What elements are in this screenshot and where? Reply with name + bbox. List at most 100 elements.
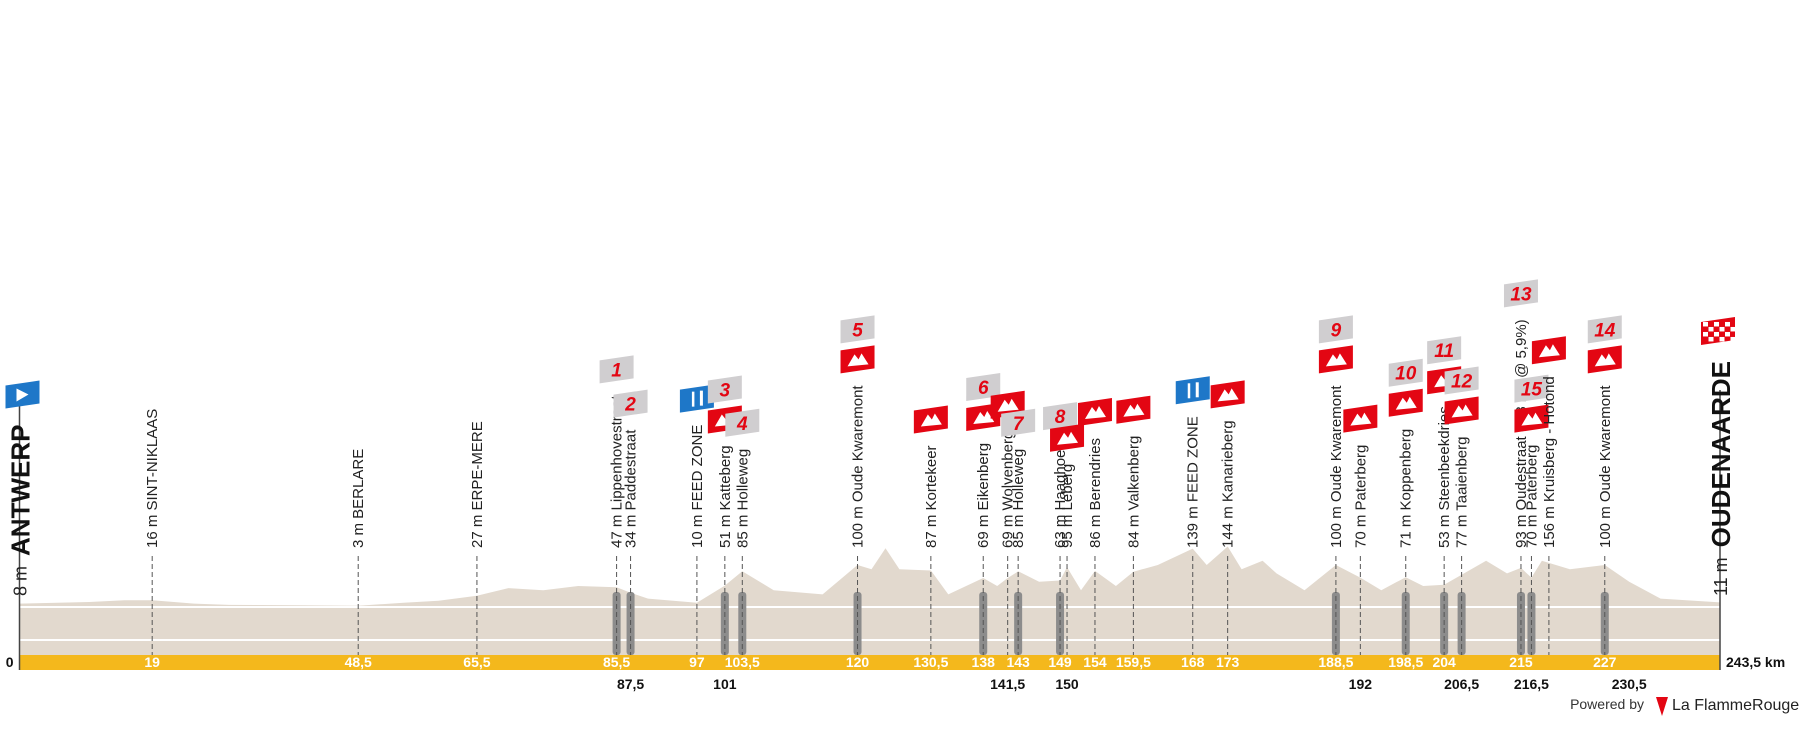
waypoint-label: 156 m Kruisberg - Hotond bbox=[1541, 376, 1558, 548]
km-tick-label: 188,5 bbox=[1318, 654, 1353, 670]
km-tick-label: 48,5 bbox=[345, 654, 372, 670]
badge-flag bbox=[1318, 315, 1353, 344]
sector-number: 3 bbox=[720, 380, 731, 401]
km-tick-label-lower: 216,5 bbox=[1514, 676, 1549, 692]
checker bbox=[1719, 336, 1725, 342]
sector-badge: 9 bbox=[1318, 315, 1353, 344]
km-tick-label: 149 bbox=[1048, 654, 1072, 670]
badge-flag bbox=[1043, 402, 1078, 431]
km-tick-label: 227 bbox=[1593, 654, 1617, 670]
km-tick-label: 120 bbox=[846, 654, 870, 670]
km-tick-label: 0 bbox=[6, 654, 14, 670]
sector-badge: 7 bbox=[1001, 408, 1036, 437]
feed-flag bbox=[1175, 376, 1210, 405]
finish-flag bbox=[1701, 316, 1736, 345]
km-tick-label: 204 bbox=[1432, 654, 1456, 670]
mountain bbox=[1395, 396, 1417, 410]
feed-icon bbox=[679, 384, 714, 413]
mountain bbox=[1350, 412, 1372, 426]
climb-icon bbox=[1318, 345, 1353, 374]
climb-icon bbox=[1444, 396, 1479, 425]
sector-number: 5 bbox=[852, 320, 863, 341]
mountain bbox=[1325, 353, 1347, 367]
waypoint-label: 100 m Oude Kwaremont bbox=[1328, 385, 1345, 548]
waypoint-layer: 16 m SINT-NIKLAAS 3 m BERLARE 27 m ERPE-ME… bbox=[5, 279, 1736, 655]
waypoint-label: 100 m Oude Kwaremont bbox=[850, 385, 867, 548]
climb-icon bbox=[1531, 336, 1566, 365]
sector-badge: 13 bbox=[1503, 279, 1538, 308]
fork bbox=[691, 391, 695, 407]
badge-flag bbox=[1514, 374, 1549, 403]
checker bbox=[1719, 326, 1725, 332]
sector-badge: 15 bbox=[1514, 374, 1549, 403]
km-tick-label: 85,5 bbox=[603, 654, 630, 670]
mountain bbox=[1217, 388, 1239, 402]
km-tick-label-lower: 101 bbox=[713, 676, 737, 692]
km-tick-label: 138 bbox=[972, 654, 996, 670]
waypoint-label: 10 m FEED ZONE bbox=[689, 425, 706, 548]
waypoint-label: 71 m Koppenberg bbox=[1398, 429, 1415, 548]
checker bbox=[1714, 321, 1719, 327]
sector-badge: 8 bbox=[1043, 402, 1078, 431]
mountain bbox=[1084, 405, 1106, 419]
km-bar bbox=[19, 655, 1720, 670]
km-tick-label: 130,5 bbox=[913, 654, 948, 670]
sector-number: 1 bbox=[611, 360, 622, 381]
sector-number: 6 bbox=[978, 378, 989, 399]
start-flag bbox=[5, 380, 40, 409]
waypoint-label: 100 m Oude Kwaremont bbox=[1597, 385, 1614, 548]
climb-icon bbox=[840, 345, 875, 374]
sector-badge: 1 bbox=[599, 355, 634, 384]
sector-number: 14 bbox=[1594, 320, 1616, 341]
waypoint-label: 70 m Paterberg bbox=[1352, 445, 1369, 548]
km-tick-label: 97 bbox=[689, 654, 705, 670]
badge-flag bbox=[707, 375, 742, 404]
sector-badge: 14 bbox=[1587, 315, 1622, 344]
sector-badge: 12 bbox=[1444, 366, 1479, 395]
km-tick-label: 19 bbox=[144, 654, 160, 670]
sector-number: 13 bbox=[1510, 284, 1532, 305]
sector-number: 12 bbox=[1451, 372, 1473, 393]
start-name: ANTWERP bbox=[6, 425, 36, 556]
km-tick-label-lower: 230,5 bbox=[1612, 676, 1647, 692]
sector-badge: 5 bbox=[840, 315, 875, 344]
badge-flag bbox=[966, 372, 1001, 401]
feed-icon bbox=[1175, 376, 1210, 405]
km-tick-label: 65,5 bbox=[463, 654, 490, 670]
km-tick-label: 198,5 bbox=[1388, 654, 1423, 670]
mountain bbox=[847, 353, 869, 367]
brand-logo bbox=[1656, 697, 1668, 716]
mountain bbox=[920, 413, 942, 427]
sector-number: 11 bbox=[1434, 341, 1454, 362]
climb-icon bbox=[1210, 380, 1245, 409]
waypoint-label: 16 m SINT-NIKLAAS bbox=[144, 409, 161, 548]
checker bbox=[1725, 321, 1730, 327]
waypoint-label: 144 m Kanarieberg bbox=[1220, 420, 1237, 548]
sector-number: 4 bbox=[736, 414, 748, 435]
sector-number: 2 bbox=[624, 395, 636, 416]
badge-flag bbox=[599, 355, 634, 384]
waypoint-label: 86 m Berendries bbox=[1087, 438, 1104, 548]
feed-flag bbox=[679, 384, 714, 413]
km-tick-label: 168 bbox=[1181, 654, 1205, 670]
km-tick-label-lower: 192 bbox=[1349, 676, 1373, 692]
sector-badge: 11 bbox=[1427, 336, 1462, 365]
badge-flag bbox=[1503, 279, 1538, 308]
climb-icon bbox=[913, 405, 948, 434]
waypoint-label: 51 m Katteberg bbox=[717, 445, 734, 548]
sector-badge: 3 bbox=[707, 375, 742, 404]
km-tick-label: 159,5 bbox=[1116, 654, 1151, 670]
sector-badge: 6 bbox=[966, 372, 1001, 401]
climb-icon bbox=[1116, 395, 1151, 424]
climb-icon bbox=[1077, 397, 1112, 426]
sector-number: 10 bbox=[1395, 364, 1417, 385]
km-tick-label: 103,5 bbox=[725, 654, 760, 670]
waypoint-label: 139 m FEED ZONE bbox=[1185, 416, 1202, 548]
sector-number: 9 bbox=[1331, 320, 1342, 341]
elevation-profile bbox=[19, 546, 1720, 655]
checker bbox=[1703, 331, 1708, 337]
mountain bbox=[1594, 353, 1616, 367]
sector-number: 8 bbox=[1055, 407, 1066, 428]
